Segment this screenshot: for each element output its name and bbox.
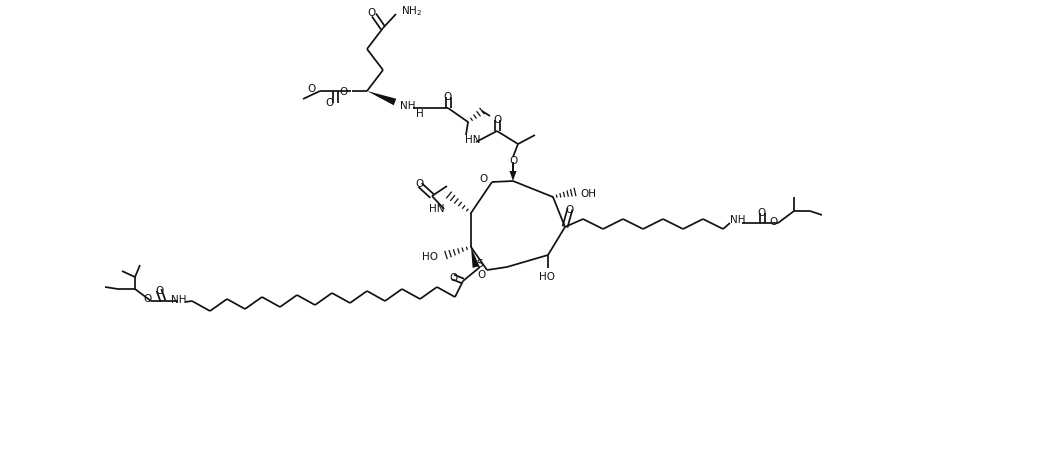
Text: O: O [479,174,488,184]
Text: OH: OH [580,189,596,199]
Text: O: O [367,8,376,18]
Text: NH: NH [730,214,746,224]
Text: NH: NH [171,294,186,304]
Text: HN: HN [428,203,444,213]
Polygon shape [367,92,397,106]
Text: O: O [326,98,335,108]
Text: O: O [478,269,486,280]
Text: O: O [449,272,457,282]
Text: O: O [509,156,517,166]
Text: O: O [757,207,766,218]
Text: O: O [493,115,501,125]
Text: S: S [476,258,484,269]
Polygon shape [510,172,516,182]
Text: O: O [444,92,452,102]
Text: O: O [307,84,316,94]
Text: O: O [155,285,164,295]
Text: O: O [144,293,152,303]
Text: O: O [415,179,424,189]
Text: HO: HO [422,252,438,262]
Polygon shape [471,247,479,268]
Text: NH: NH [400,101,415,111]
Text: HO: HO [539,271,555,281]
Text: O: O [340,87,348,97]
Text: H: H [416,109,424,119]
Text: NH$_2$: NH$_2$ [401,4,422,18]
Text: O: O [770,217,778,226]
Text: HN: HN [465,134,480,145]
Text: O: O [565,205,574,214]
